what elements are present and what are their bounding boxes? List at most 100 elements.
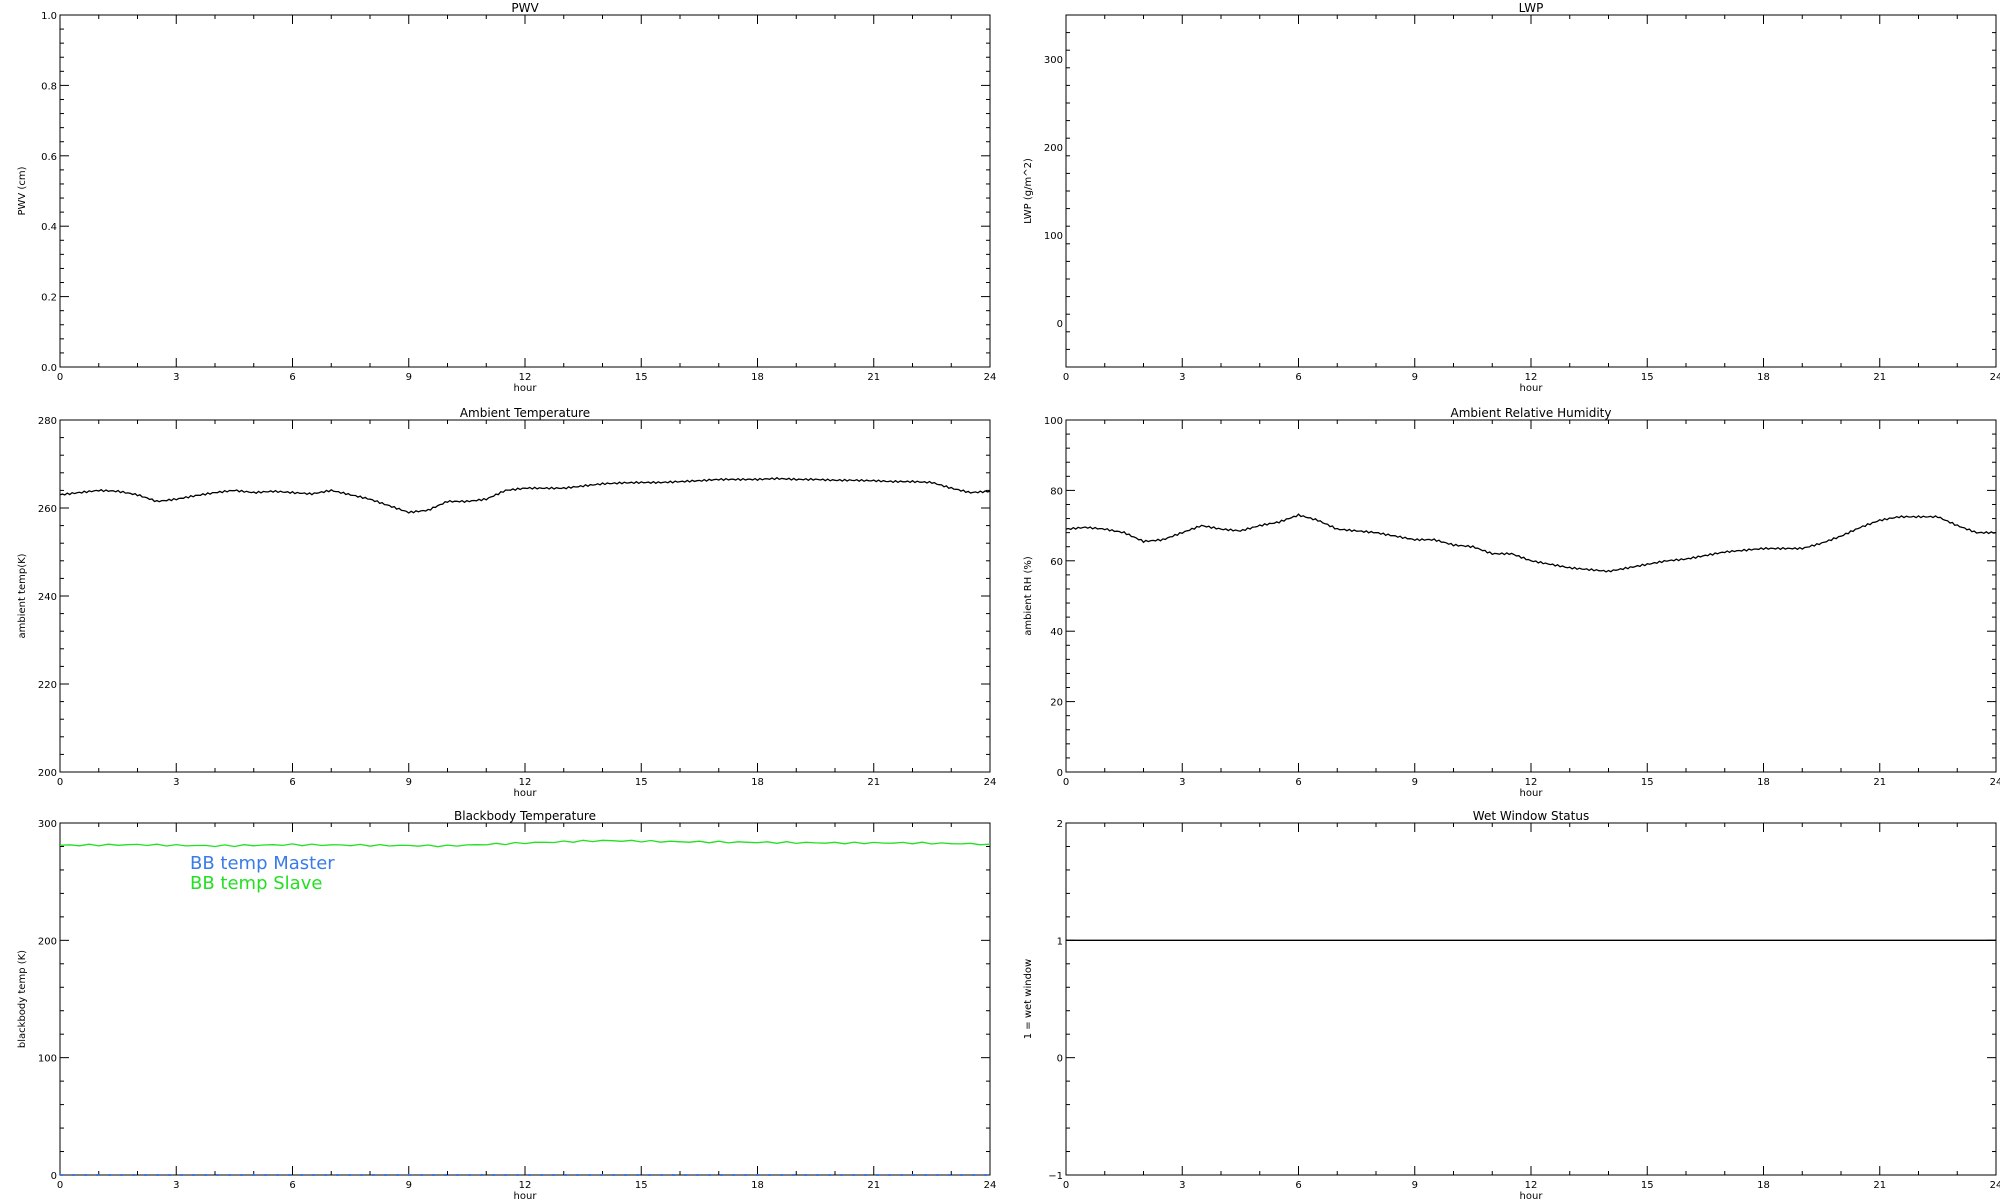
- y-tick-label: 0.6: [41, 152, 57, 163]
- y-tick-label: 200: [38, 936, 57, 947]
- chart-panel-0: PWV hour PWV (cm) 0 3 6 9 12 15 18 21 24 0.0 0.2 0.4 0.…: [17, 1, 996, 394]
- y-tick-label: 0: [1057, 1054, 1063, 1065]
- y-tick-label: 60: [1050, 557, 1063, 568]
- x-tick-label: 3: [1179, 777, 1185, 788]
- y-tick-label: 100: [1044, 231, 1063, 242]
- chart-panel-4: Blackbody Temperature hour blackbody temp …: [17, 809, 996, 1200]
- x-tick-label: 24: [984, 777, 997, 788]
- x-tick-label: 3: [173, 777, 179, 788]
- series-line-1: [59, 839, 991, 848]
- legend-entry: BB temp Master: [190, 853, 335, 874]
- x-tick-label: 24: [1990, 372, 2000, 383]
- x-tick-label: 9: [406, 1180, 412, 1191]
- x-tick-label: 24: [1990, 1180, 2000, 1191]
- x-tick-label: 9: [1412, 372, 1418, 383]
- x-tick-label: 0: [57, 1180, 63, 1191]
- x-tick-label: 9: [1412, 1180, 1418, 1191]
- y-tick-label: 40: [1050, 627, 1063, 638]
- x-tick-label: 24: [1990, 777, 2000, 788]
- y-axis-label: 1 = wet window: [1023, 959, 1034, 1039]
- y-tick-label: 2: [1057, 819, 1063, 830]
- chart-title: Blackbody Temperature: [454, 809, 596, 823]
- x-axis-label: hour: [1520, 383, 1544, 394]
- x-tick-label: 6: [1295, 1180, 1301, 1191]
- x-tick-label: 15: [635, 1180, 648, 1191]
- chart-title: Wet Window Status: [1473, 809, 1589, 823]
- x-tick-label: 15: [1641, 777, 1654, 788]
- x-tick-label: 18: [1757, 777, 1770, 788]
- y-tick-label: 80: [1050, 486, 1063, 497]
- y-tick-label: 0.8: [41, 81, 57, 92]
- x-tick-label: 21: [867, 1180, 880, 1191]
- legend-entry: BB temp Slave: [190, 873, 322, 894]
- y-tick-label: 300: [38, 819, 57, 830]
- x-tick-label: 12: [1525, 1180, 1538, 1191]
- x-tick-label: 12: [1525, 372, 1538, 383]
- x-tick-label: 15: [1641, 372, 1654, 383]
- x-tick-label: 21: [1873, 372, 1886, 383]
- x-tick-label: 0: [57, 372, 63, 383]
- x-tick-label: 21: [867, 372, 880, 383]
- y-tick-label: 1.0: [41, 11, 57, 22]
- x-tick-label: 6: [1295, 777, 1301, 788]
- x-tick-label: 18: [751, 372, 764, 383]
- chart-title: PWV: [511, 1, 539, 15]
- x-tick-label: 6: [289, 1180, 295, 1191]
- y-tick-label: 300: [1044, 55, 1063, 66]
- x-tick-label: 15: [1641, 1180, 1654, 1191]
- x-tick-label: 18: [1757, 1180, 1770, 1191]
- x-tick-label: 9: [406, 372, 412, 383]
- y-tick-label: 100: [38, 1054, 57, 1065]
- y-tick-label: 0.2: [41, 293, 57, 304]
- y-axis-label: ambient RH (%): [1023, 556, 1034, 636]
- chart-title: LWP: [1519, 1, 1544, 15]
- x-axis-label: hour: [1520, 1191, 1544, 1200]
- y-tick-label: 220: [38, 680, 57, 691]
- y-axis-label: PWV (cm): [17, 166, 28, 215]
- y-tick-label: −1: [1048, 1171, 1063, 1182]
- x-tick-label: 0: [1063, 372, 1069, 383]
- x-axis-label: hour: [1520, 788, 1544, 799]
- x-tick-label: 12: [519, 1180, 532, 1191]
- y-tick-label: 0: [1057, 768, 1063, 779]
- y-tick-label: 100: [1044, 416, 1063, 427]
- plot-frame: [59, 14, 991, 368]
- y-tick-label: 1: [1057, 936, 1063, 947]
- x-tick-label: 3: [173, 1180, 179, 1191]
- y-tick-label: 0: [51, 1171, 57, 1182]
- y-tick-label: 20: [1050, 698, 1063, 709]
- plot-frame: [59, 419, 991, 773]
- x-tick-label: 12: [519, 777, 532, 788]
- y-tick-label: 240: [38, 592, 57, 603]
- series-line-0: [59, 476, 991, 514]
- x-tick-label: 24: [984, 1180, 997, 1191]
- y-tick-label: 0: [1057, 319, 1063, 330]
- chart-title: Ambient Temperature: [460, 406, 590, 420]
- y-tick-label: 0.0: [41, 363, 57, 374]
- chart-panel-5: Wet Window Status hour 1 = wet window 0 3 6 9 1…: [1023, 809, 2000, 1200]
- x-tick-label: 21: [1873, 1180, 1886, 1191]
- x-tick-label: 18: [1757, 372, 1770, 383]
- x-tick-label: 6: [289, 372, 295, 383]
- x-tick-label: 0: [1063, 777, 1069, 788]
- x-axis-label: hour: [514, 788, 538, 799]
- x-tick-label: 3: [1179, 1180, 1185, 1191]
- x-tick-label: 6: [1295, 372, 1301, 383]
- x-tick-label: 0: [1063, 1180, 1069, 1191]
- plot-frame: [1065, 822, 1997, 1176]
- plot-frame: [1065, 419, 1997, 773]
- x-tick-label: 9: [1412, 777, 1418, 788]
- y-tick-label: 200: [1044, 143, 1063, 154]
- x-tick-label: 18: [751, 1180, 764, 1191]
- x-axis-label: hour: [514, 1191, 538, 1200]
- x-axis-label: hour: [514, 383, 538, 394]
- x-tick-label: 15: [635, 777, 648, 788]
- y-axis-label: blackbody temp (K): [17, 950, 28, 1048]
- chart-panel-1: LWP hour LWP (g/m^2) 0 3 6 9 12 15 18 21 24 0 100 200 3…: [1023, 1, 2000, 394]
- x-tick-label: 9: [406, 777, 412, 788]
- chart-title: Ambient Relative Humidity: [1451, 406, 1612, 420]
- chart-panel-3: Ambient Relative Humidity hour ambient RH …: [1023, 406, 2000, 799]
- y-tick-label: 200: [38, 768, 57, 779]
- y-tick-label: 280: [38, 416, 57, 427]
